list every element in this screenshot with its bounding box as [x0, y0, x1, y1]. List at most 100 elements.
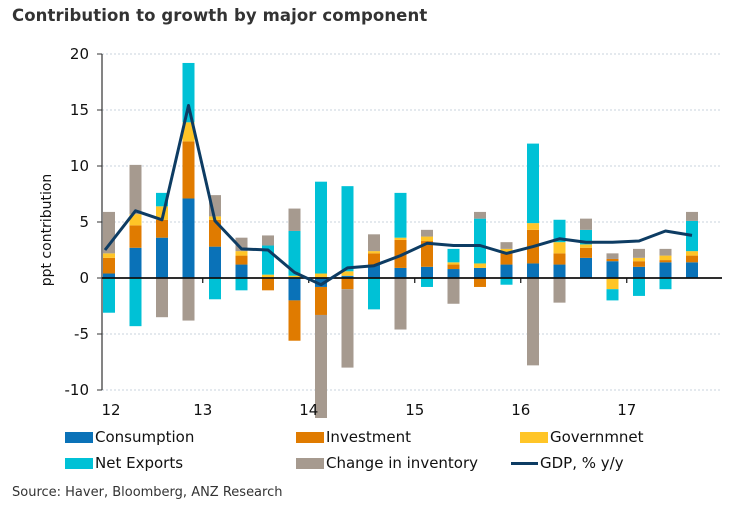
bar-segment-net-exports [474, 218, 486, 264]
bar-segment-net-exports [421, 278, 433, 287]
bar-segment-investment [235, 255, 248, 265]
bar-segment-change-in-inventory [553, 278, 566, 303]
bar-segment-investment [580, 247, 592, 258]
bar-segment-governmnet [421, 236, 433, 242]
bar-segment-consumption [288, 278, 301, 301]
bar-segment-net-exports [288, 230, 301, 276]
bar-segment-consumption [659, 262, 672, 278]
source-note: Source: Haver, Bloomberg, ANZ Research [12, 485, 283, 500]
bar-segment-consumption [474, 267, 486, 278]
bar-segment-governmnet [129, 214, 142, 226]
bar-segment-investment [262, 278, 274, 291]
bar-segment-change-in-inventory [606, 253, 619, 259]
bar-segment-consumption [580, 257, 592, 278]
bar-segment-change-in-inventory [394, 278, 407, 330]
bar-segment-net-exports [659, 278, 672, 290]
legend-item-government: Governmnet [520, 428, 644, 446]
chart-plot: -10 -5 0 5 10 15 20 12 13 14 15 16 17 ppt contributi… [39, 45, 722, 419]
bar-segment-net-exports [686, 220, 698, 252]
x-tick-label: 17 [617, 401, 636, 419]
bar-segment-consumption [315, 278, 327, 287]
bar-segment-investment [156, 219, 168, 238]
bar-segment-change-in-inventory [633, 248, 645, 258]
x-tick-label: 13 [193, 401, 212, 419]
bar-segment-investment [606, 258, 619, 262]
bar-segment-consumption [421, 266, 433, 278]
bar-segment-net-exports [182, 62, 195, 123]
y-tick-label: 15 [70, 101, 89, 119]
y-tick-label: -5 [74, 325, 89, 343]
legend-item-investment: Investment [296, 428, 411, 446]
bar-segment-net-exports [500, 278, 513, 285]
bar-segment-change-in-inventory [315, 314, 327, 418]
bar-segment-change-in-inventory [527, 278, 539, 366]
x-tick-label: 16 [511, 401, 530, 419]
bar-segment-net-exports [341, 186, 354, 272]
bar-segment-governmnet [341, 271, 354, 276]
bar-segment-change-in-inventory [288, 208, 301, 231]
bar-segment-governmnet [580, 244, 592, 248]
x-tick-label: 14 [299, 401, 318, 419]
bar-segment-governmnet [288, 275, 301, 278]
bar-segment-consumption [182, 198, 195, 278]
chart-title: Contribution to growth by major componen… [12, 6, 428, 25]
bar-segment-governmnet [447, 262, 460, 265]
bar-segment-change-in-inventory [182, 278, 195, 321]
y-tick-label: 20 [70, 45, 89, 63]
bar-segment-net-exports [209, 278, 221, 300]
bar-segment-consumption [368, 264, 380, 278]
bar-segment-net-exports [315, 181, 327, 274]
bar-segment-investment [209, 219, 221, 247]
bar-segment-net-exports [103, 278, 115, 313]
bar-segment-net-exports [527, 143, 539, 224]
bar-segment-consumption [606, 261, 619, 278]
bar-segment-consumption [156, 237, 168, 278]
bar-segment-change-in-inventory [659, 248, 672, 256]
bar-segment-investment [341, 278, 354, 290]
bar-segment-governmnet [606, 278, 619, 290]
bar-segment-consumption [553, 264, 566, 278]
bar-segment-consumption [633, 266, 645, 278]
legend-swatch-gdp [511, 461, 538, 465]
bar-segment-investment [686, 255, 698, 263]
bar-segment-governmnet [527, 223, 539, 230]
bar-segment-investment [129, 225, 142, 248]
legend-swatch-change-in-inventory [296, 457, 324, 469]
bar-segment-change-in-inventory [421, 229, 433, 237]
bar-segment-consumption [527, 263, 539, 278]
bar-segment-governmnet [686, 251, 698, 256]
bar-segment-net-exports [129, 278, 142, 327]
bar-segment-change-in-inventory [368, 234, 380, 252]
bar-segment-net-exports [633, 278, 645, 296]
bar-segment-investment [288, 300, 301, 341]
bar-segment-consumption [209, 246, 221, 278]
bar-segment-net-exports [235, 278, 248, 291]
legend-label: Change in inventory [326, 454, 479, 472]
legend-swatch-consumption [65, 431, 93, 443]
grid-lines [102, 53, 722, 391]
bar-segment-investment [394, 239, 407, 268]
bar-segment-change-in-inventory [129, 164, 142, 215]
axes-layer: -10 -5 0 5 10 15 20 12 13 14 15 16 17 [65, 45, 722, 419]
bar-segment-consumption [686, 262, 698, 278]
bar-segment-governmnet [182, 122, 195, 142]
bar-segment-investment [103, 257, 115, 274]
bar-segment-governmnet [394, 237, 407, 240]
bar-segment-governmnet [500, 248, 513, 254]
bar-segment-consumption [235, 264, 248, 278]
bar-segment-change-in-inventory [447, 278, 460, 304]
bar-segment-change-in-inventory [686, 211, 698, 221]
legend-item-net-exports: Net Exports [65, 454, 183, 472]
bar-segment-net-exports [553, 219, 566, 243]
legend-label: Investment [326, 428, 411, 446]
bar-segment-governmnet [368, 251, 380, 254]
legend-label: GDP, % y/y [540, 454, 624, 472]
legend-swatch-investment [296, 431, 324, 443]
bar-segment-investment [659, 260, 672, 263]
bar-segment-net-exports [394, 192, 407, 238]
bar-segment-investment [368, 253, 380, 265]
bar-segment-investment [447, 264, 460, 270]
bar-segment-investment [421, 241, 433, 267]
bar-segment-governmnet [633, 257, 645, 262]
legend-swatch-government [520, 431, 548, 443]
